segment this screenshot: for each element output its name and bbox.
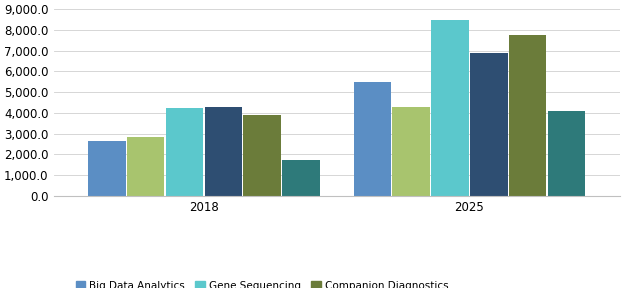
Bar [509, 35, 547, 196]
Bar [470, 53, 507, 196]
Bar [548, 111, 585, 196]
Bar [166, 108, 203, 196]
Bar [205, 107, 242, 196]
Bar [88, 141, 125, 196]
Bar [243, 115, 281, 196]
Legend: Big Data Analytics, Bioinformatics, Gene Sequencing, Drug Discovery, Companion D: Big Data Analytics, Bioinformatics, Gene… [76, 281, 449, 288]
Bar [127, 137, 165, 196]
Bar [354, 82, 391, 196]
Bar [431, 20, 469, 196]
Bar [392, 107, 430, 196]
Bar [282, 160, 319, 196]
